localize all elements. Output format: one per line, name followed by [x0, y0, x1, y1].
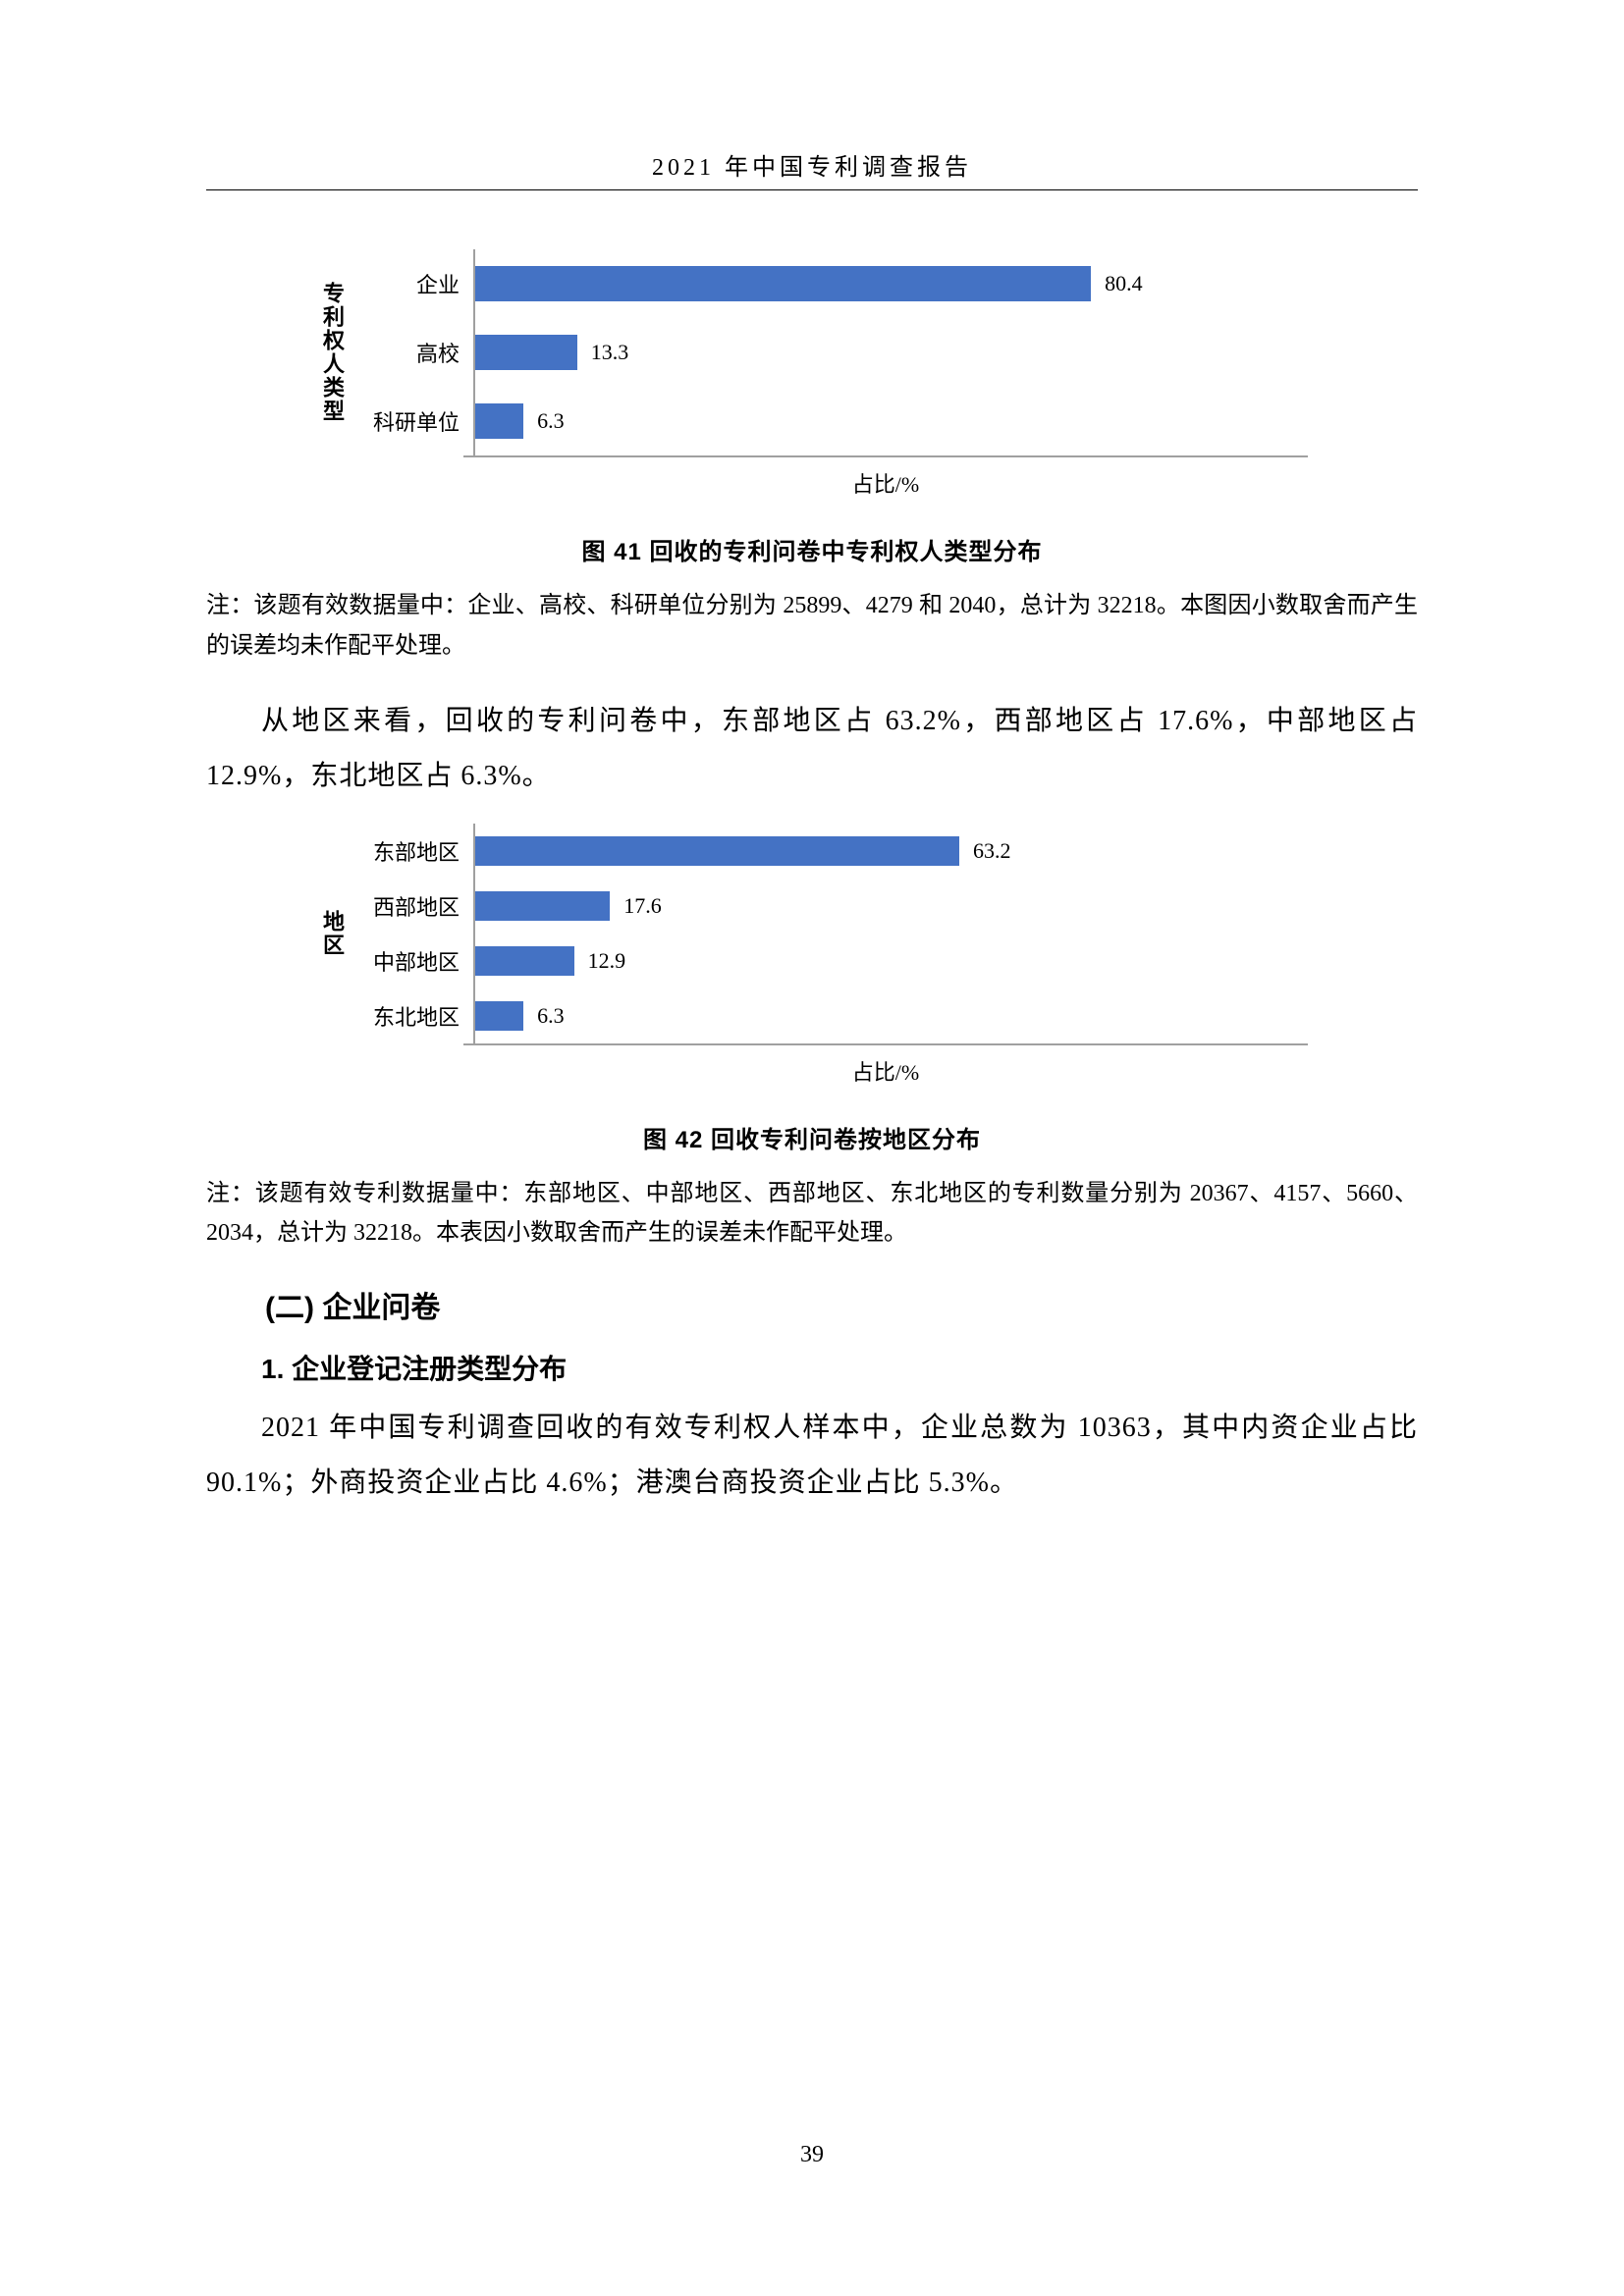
bar-category-label: 科研单位 [355, 405, 473, 437]
bar-value-label: 13.3 [591, 340, 629, 365]
page-number: 39 [0, 2142, 1624, 2168]
bar-row: 中部地区 12.9 [355, 934, 1308, 988]
bar-track: 6.3 [473, 988, 1308, 1043]
chart-41: 专利权人类型 企业 80.4 高校 13.3 科研单位 6.3 占比/% [316, 249, 1308, 499]
bar-track: 63.2 [473, 824, 1308, 879]
bar-fill [475, 836, 959, 866]
bar-track: 12.9 [473, 934, 1308, 988]
bar-row: 东北地区 6.3 [355, 988, 1308, 1043]
paragraph-1: 从地区来看，回收的专利问卷中，东部地区占 63.2%，西部地区占 17.6%，中… [206, 694, 1418, 804]
bar-value-label: 6.3 [537, 408, 565, 434]
bar-fill [475, 335, 577, 370]
bar-row: 科研单位 6.3 [355, 387, 1308, 455]
chart42-x-axis [463, 1043, 1308, 1045]
bar-row: 高校 13.3 [355, 318, 1308, 387]
bar-fill [475, 266, 1091, 301]
bar-track: 17.6 [473, 879, 1308, 934]
bar-value-label: 12.9 [588, 948, 626, 974]
section-heading-2: (二) 企业问卷 [206, 1283, 1418, 1326]
paragraph-2: 2021 年中国专利调查回收的有效专利权人样本中，企业总数为 10363，其中内… [206, 1401, 1418, 1511]
bar-value-label: 6.3 [537, 1003, 565, 1029]
bar-fill [475, 891, 610, 921]
bar-category-label: 高校 [355, 337, 473, 368]
chart41-caption: 图 41 回收的专利问卷中专利权人类型分布 [206, 532, 1418, 566]
chart41-y-title: 专利权人类型 [316, 282, 348, 423]
bar-category-label: 东部地区 [355, 835, 473, 867]
chart41-x-label: 占比/% [463, 467, 1308, 499]
bar-category-label: 中部地区 [355, 945, 473, 977]
page-header: 2021 年中国专利调查报告 [206, 147, 1418, 182]
bar-category-label: 企业 [355, 268, 473, 299]
chart42-note: 注：该题有效专利数据量中：东部地区、中部地区、西部地区、东北地区的专利数量分别为… [206, 1174, 1418, 1255]
bar-category-label: 西部地区 [355, 890, 473, 922]
bar-track: 6.3 [473, 387, 1308, 455]
chart42-x-label: 占比/% [463, 1055, 1308, 1087]
chart41-note: 注：该题有效数据量中：企业、高校、科研单位分别为 25899、4279 和 20… [206, 586, 1418, 667]
bar-value-label: 80.4 [1105, 271, 1143, 296]
chart-42: 地区 东部地区 63.2 西部地区 17.6 中部地区 12.9 东北地区 6.3 占比/% [316, 824, 1308, 1087]
bar-track: 80.4 [473, 249, 1308, 318]
bar-row: 企业 80.4 [355, 249, 1308, 318]
bar-fill [475, 946, 574, 976]
bar-row: 东部地区 63.2 [355, 824, 1308, 879]
bar-row: 西部地区 17.6 [355, 879, 1308, 934]
bar-fill [475, 403, 523, 439]
chart41-bars: 企业 80.4 高校 13.3 科研单位 6.3 [355, 249, 1308, 455]
bar-value-label: 63.2 [973, 838, 1011, 864]
chart42-caption: 图 42 回收专利问卷按地区分布 [206, 1120, 1418, 1154]
bar-fill [475, 1001, 523, 1031]
section-heading-3: 1. 企业登记注册类型分布 [206, 1348, 1418, 1387]
chart41-x-axis [463, 455, 1308, 457]
bar-value-label: 17.6 [623, 893, 662, 919]
chart42-y-title: 地区 [316, 910, 348, 957]
header-rule [206, 189, 1418, 190]
bar-category-label: 东北地区 [355, 1000, 473, 1032]
chart42-bars: 东部地区 63.2 西部地区 17.6 中部地区 12.9 东北地区 6.3 [355, 824, 1308, 1043]
bar-track: 13.3 [473, 318, 1308, 387]
